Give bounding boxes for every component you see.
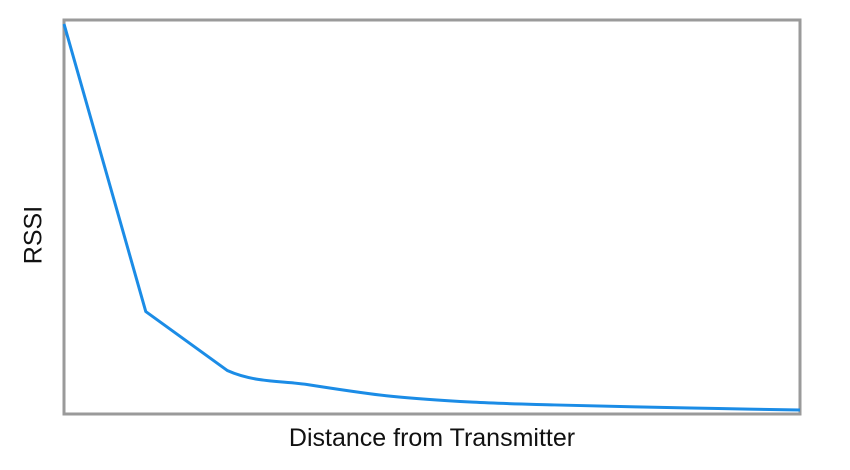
x-axis-label: Distance from Transmitter <box>288 424 576 452</box>
series-line <box>62 23 801 412</box>
y-axis-label: RSSI <box>19 205 48 265</box>
plot-frame <box>62 18 802 416</box>
